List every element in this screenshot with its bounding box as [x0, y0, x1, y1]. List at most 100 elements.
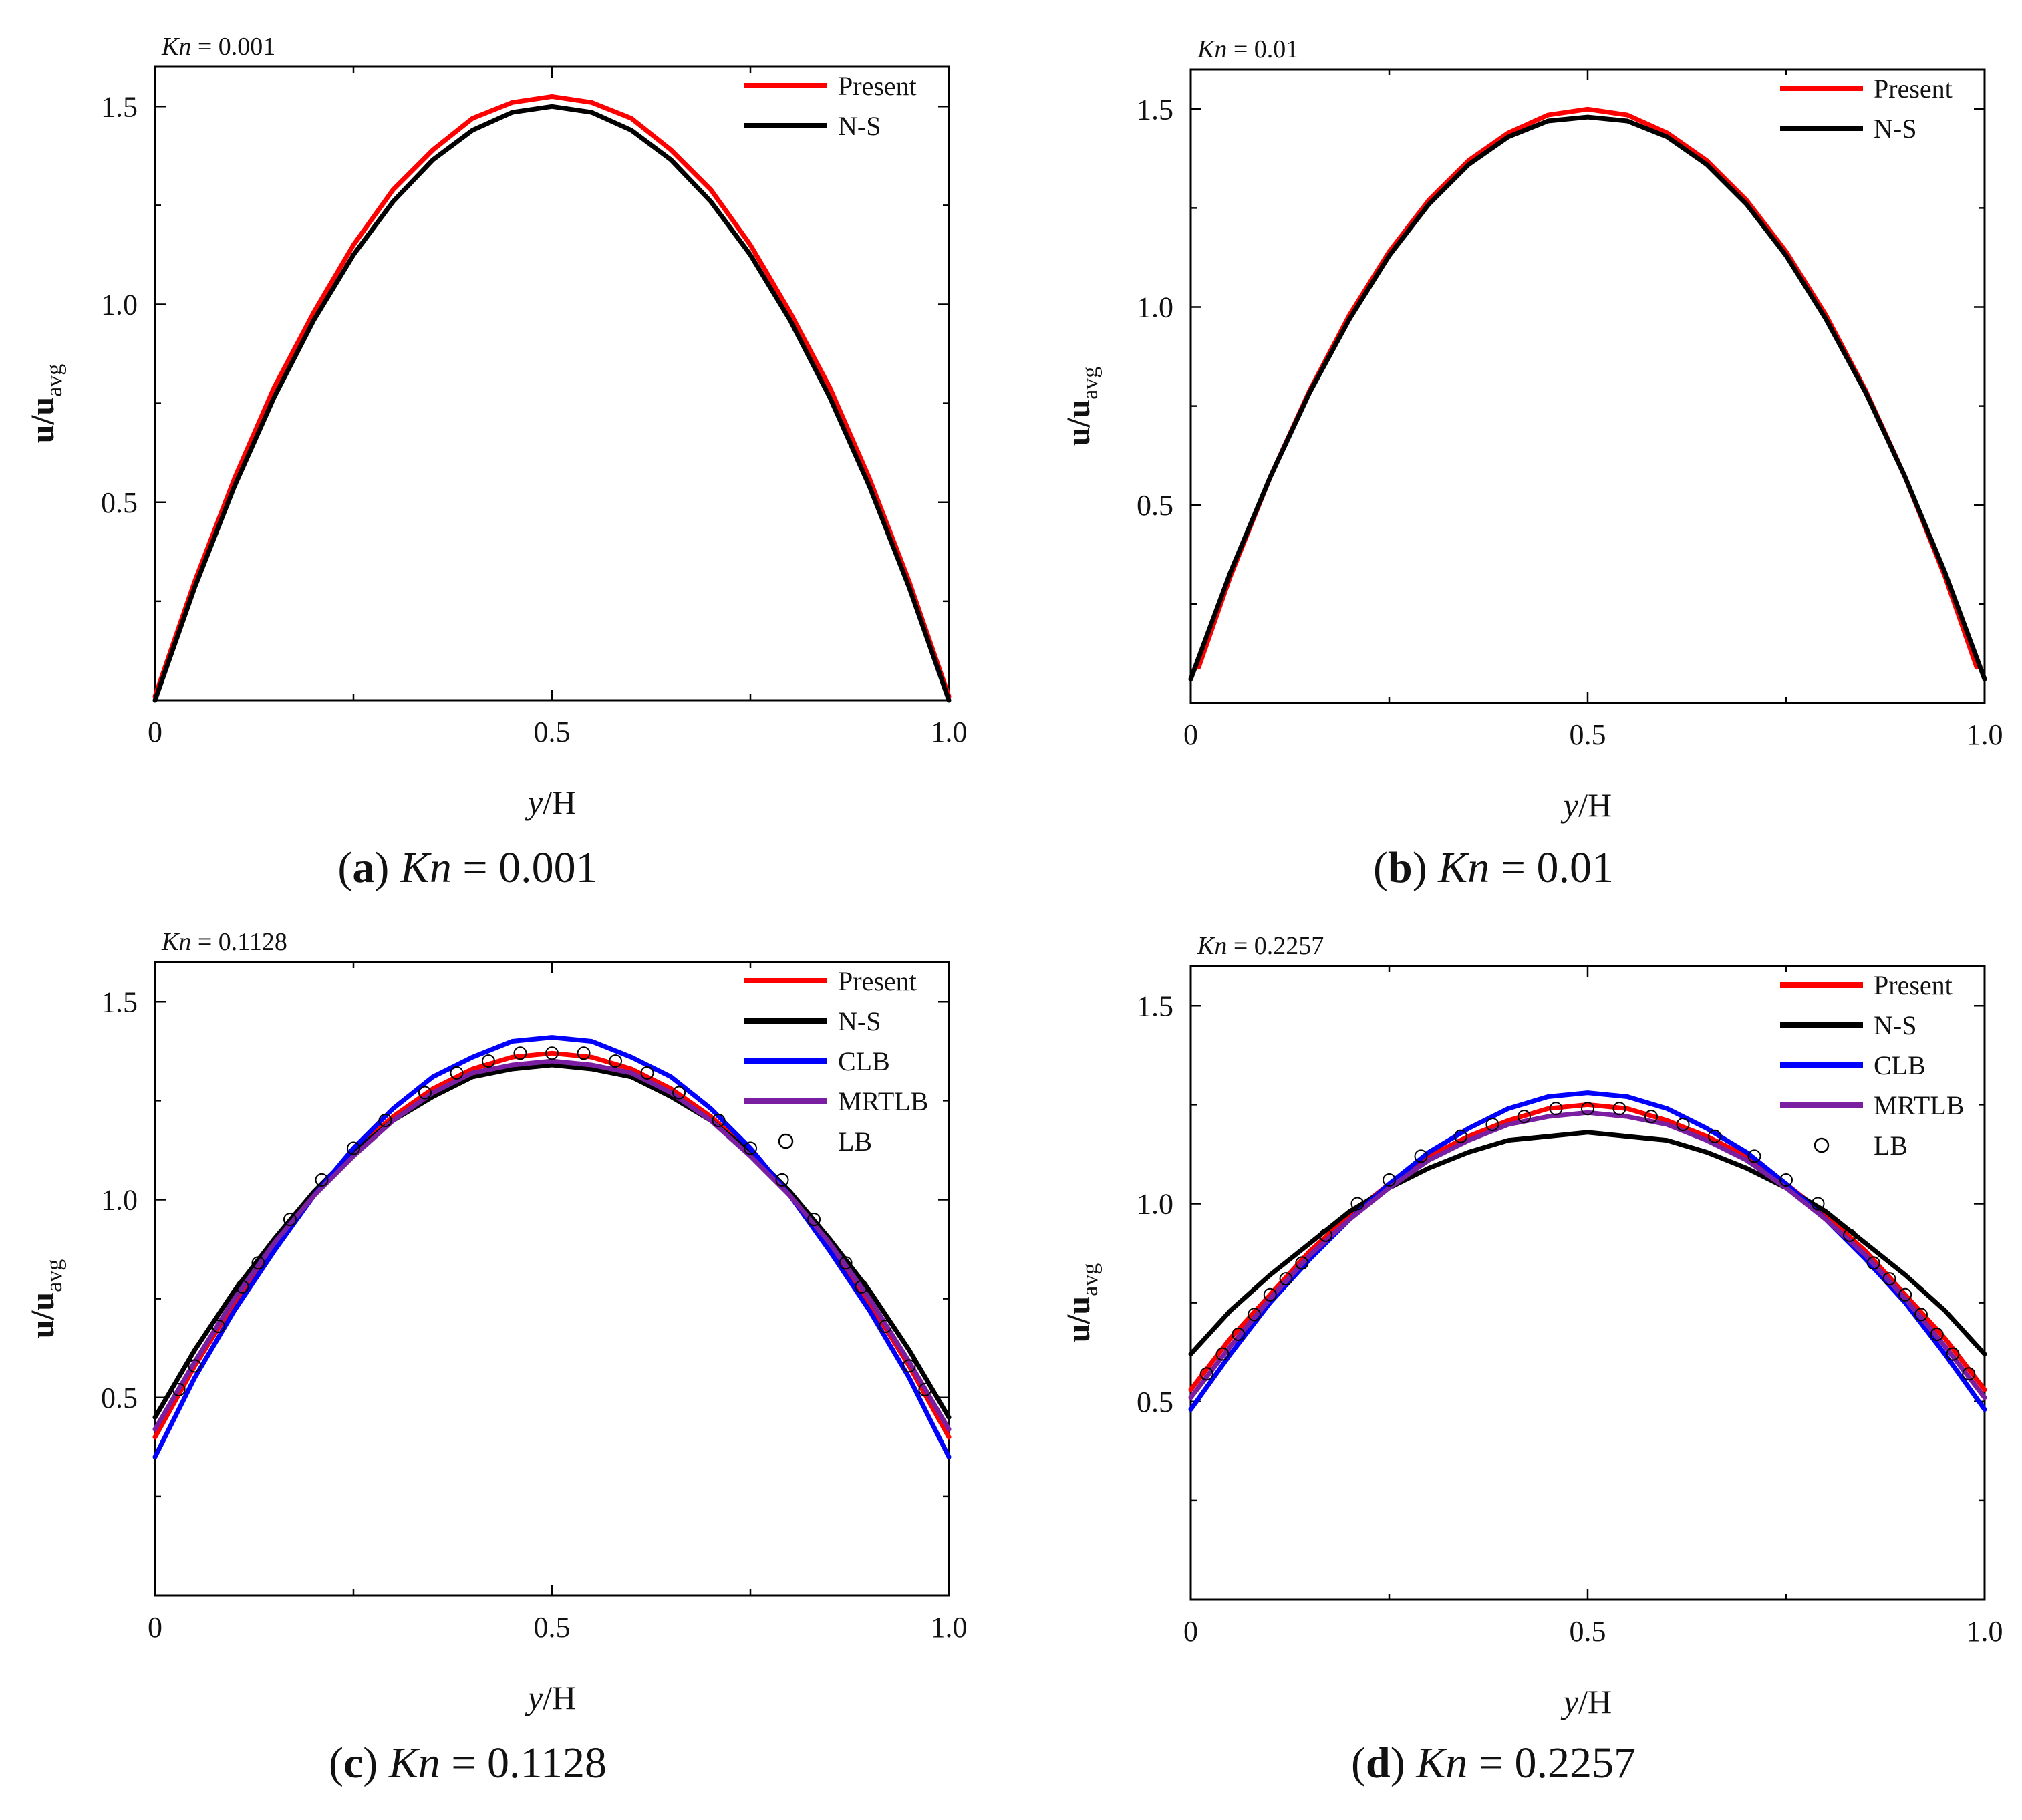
panel-caption: (a) Kn = 0.001: [337, 843, 597, 892]
point-lb: [1914, 1308, 1928, 1322]
series-group: [152, 94, 952, 703]
y-tick-label: 0.5: [1137, 1386, 1173, 1418]
y-tick-label: 0.5: [101, 486, 138, 519]
y-tick-label: 1.0: [101, 1184, 138, 1217]
point-lb: [672, 1086, 686, 1100]
x-axis-label: y/H: [1560, 786, 1612, 824]
point-lb: [1517, 1110, 1531, 1124]
line-clb: [152, 1035, 952, 1460]
line-n-s: [152, 1062, 952, 1420]
panel-caption: (d) Kn = 0.2257: [1351, 1738, 1636, 1787]
point-lb: [513, 1046, 527, 1060]
series-group: [1188, 106, 1987, 681]
point-lb: [251, 1256, 265, 1270]
x-tick-label: 0.5: [534, 716, 571, 748]
point-lb: [1350, 1197, 1364, 1211]
y-axis-label: u/uavg: [23, 364, 67, 444]
x-axis-label: y/H: [525, 784, 576, 821]
point-lb: [418, 1086, 432, 1100]
point-lb: [744, 1141, 757, 1155]
point-lb: [1747, 1149, 1761, 1163]
point-lb: [1453, 1129, 1467, 1143]
legend-swatch-lb: [1814, 1137, 1830, 1153]
point-lb: [609, 1054, 623, 1068]
series-group: [152, 1035, 952, 1460]
legend: Present N-S: [1780, 73, 1953, 144]
legend-label-n-s: N-S: [1874, 1010, 1916, 1040]
point-lb: [1248, 1308, 1262, 1322]
y-tick-label: 1.5: [1137, 93, 1173, 126]
legend-label-mrtlb: MRTLB: [838, 1086, 928, 1116]
y-tick-label: 0.5: [101, 1382, 138, 1414]
line-mrtlb: [1188, 1110, 1987, 1400]
point-lb: [1549, 1102, 1563, 1116]
legend-label-present: Present: [838, 966, 917, 996]
line-present: [1196, 106, 1979, 670]
line-n-s: [1188, 1130, 1987, 1357]
point-lb: [1811, 1197, 1825, 1211]
point-lb: [902, 1359, 916, 1373]
point-lb: [172, 1382, 186, 1396]
point-lb: [1930, 1328, 1944, 1342]
legend-label-n-s: N-S: [1874, 114, 1916, 144]
point-lb: [283, 1213, 297, 1227]
x-axis-label: y/H: [1560, 1683, 1612, 1720]
y-tick-label: 0.5: [1137, 489, 1173, 522]
point-lb: [378, 1114, 392, 1127]
panel-caption: (b) Kn = 0.01: [1373, 843, 1614, 892]
point-lb: [1232, 1328, 1246, 1342]
panel-d: Kn = 0.2257 0 0.5 1.0 0.5 1.0 1.5 y/H u/uavg Pres…: [1059, 932, 2003, 1787]
y-axis-label: u/uavg: [23, 1259, 67, 1339]
y-tick-label: 1.5: [1137, 990, 1173, 1022]
panel-c: Kn = 0.1128 0 0.5 1.0 0.5 1.0 1.5 y/H u/uavg Pres…: [23, 928, 968, 1787]
line-present: [1188, 1102, 1987, 1392]
point-lb: [212, 1320, 226, 1334]
y-tick-label: 1.0: [1137, 1188, 1173, 1221]
x-axis-label: y/H: [525, 1679, 576, 1716]
legend: Present N-S CLB MRTLB LB: [744, 966, 928, 1157]
plot-frame: [1189, 965, 1986, 1601]
point-lb: [1866, 1256, 1880, 1270]
point-lb: [545, 1046, 559, 1060]
point-lb: [640, 1066, 654, 1080]
panel-a: Kn = 0.001 0 0.5 1.0 0.5 1.0 1.5 y/H u/uavg Prese…: [23, 33, 968, 892]
point-lb: [235, 1279, 249, 1294]
kn-header: Kn = 0.01: [1197, 35, 1298, 63]
point-lb: [712, 1114, 726, 1127]
point-lb: [775, 1173, 789, 1187]
y-tick-label: 1.5: [101, 985, 138, 1018]
point-lb: [315, 1173, 329, 1187]
point-lb: [1779, 1173, 1793, 1187]
legend-label-lb: LB: [1874, 1130, 1908, 1161]
y-tick-label: 1.0: [1137, 291, 1173, 324]
point-lb: [1581, 1102, 1594, 1116]
point-lb: [1843, 1228, 1857, 1242]
point-lb: [1279, 1272, 1293, 1286]
x-tick-label: 1.0: [1967, 1615, 2003, 1648]
point-lb: [1383, 1173, 1396, 1187]
line-n-s: [152, 104, 952, 703]
x-tick-label: 0.5: [1570, 1615, 1606, 1648]
legend-label-present: Present: [838, 71, 917, 101]
point-lb: [1263, 1287, 1277, 1302]
panel-b: Kn = 0.01 0 0.5 1.0 0.5 1.0 1.5 y/H u/uavg Presen…: [1059, 35, 2003, 892]
point-lb: [1295, 1256, 1309, 1270]
legend-label-clb: CLB: [1874, 1050, 1926, 1080]
point-lb: [1882, 1272, 1896, 1286]
kn-header: Kn = 0.001: [161, 33, 275, 61]
point-lb: [918, 1382, 932, 1396]
x-tick-label: 0.5: [1570, 718, 1606, 751]
x-tick-label: 1.0: [931, 1611, 968, 1644]
y-tick-label: 1.0: [101, 289, 138, 321]
plot-frame: [154, 961, 950, 1597]
legend-label-present: Present: [1874, 73, 1953, 104]
point-lb: [807, 1213, 821, 1227]
legend: Present N-S CLB MRTLB LB: [1780, 970, 1964, 1161]
y-tick-label: 1.5: [101, 90, 138, 123]
legend-label-n-s: N-S: [838, 1006, 881, 1036]
x-tick-label: 0.5: [534, 1611, 571, 1644]
point-lb: [1199, 1367, 1213, 1381]
point-lb: [1644, 1110, 1658, 1124]
point-lb: [347, 1141, 360, 1155]
